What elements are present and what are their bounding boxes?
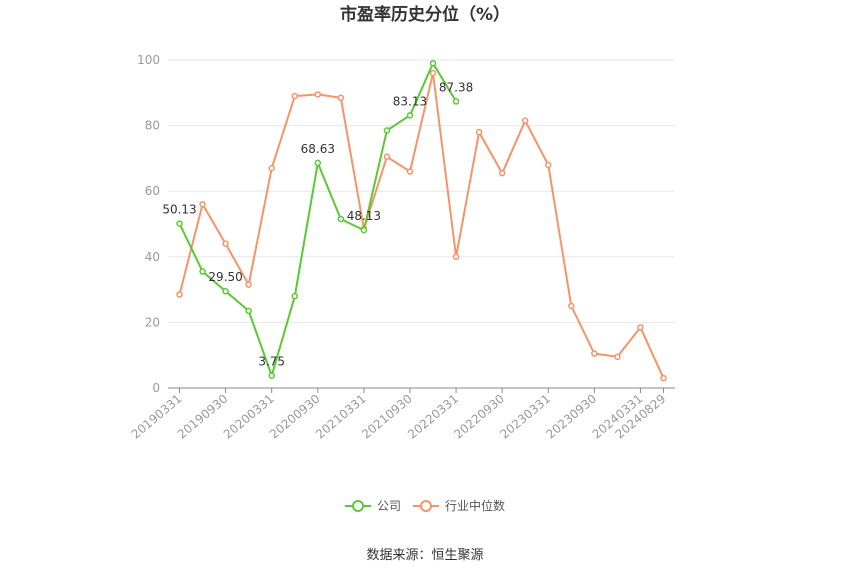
data-point[interactable] [475,128,483,136]
y-axis: 0 20 40 60 80 100 [137,53,160,395]
data-point[interactable] [291,292,298,300]
data-point[interactable] [222,287,229,295]
x-tick-label: 20190331 [129,392,185,442]
y-tick-label: 40 [145,250,160,264]
y-tick-label: 100 [137,53,160,67]
data-point[interactable] [314,159,322,167]
data-point[interactable] [429,60,437,67]
x-tick-label: 20210930 [359,392,415,442]
data-label: 83.13 [393,94,427,108]
data-point[interactable] [637,324,644,331]
data-label: 29.50 [208,270,242,284]
data-point[interactable] [176,220,183,227]
data-point[interactable] [406,168,414,175]
data-point[interactable] [614,353,621,361]
grid-lines [168,59,675,323]
x-tick-label: 20220930 [451,392,507,442]
data-point[interactable] [591,350,598,357]
data-point[interactable] [199,201,206,208]
data-point[interactable] [498,169,506,177]
legend[interactable]: 公司 行业中位数 [345,498,505,513]
series-line-1 [178,72,665,379]
source-note: 数据来源：恒生聚源 [366,548,483,563]
x-tick-label: 20230930 [543,392,599,442]
data-labels: 50.13 29.50 3.75 68.63 48.13 83.13 87.38 [162,80,473,368]
x-tick-label: 20210331 [313,392,369,442]
y-tick-label: 0 [152,381,160,395]
data-label: 48.13 [347,209,381,223]
legend-label: 行业中位数 [445,498,505,513]
series-group [176,60,667,382]
x-tick-label: 20220331 [405,392,461,442]
y-tick-label: 80 [145,119,160,133]
data-point[interactable] [268,372,275,379]
series-line-0 [178,62,457,377]
data-point[interactable] [545,161,552,169]
data-label: 87.38 [439,80,473,94]
data-point[interactable] [337,94,345,101]
data-label: 68.63 [301,142,335,156]
y-tick-label: 20 [145,315,160,329]
x-tick-label: 20230331 [497,392,553,442]
data-point[interactable] [452,253,460,261]
chart-title: 市盈率历史分位（%） [340,4,510,25]
data-point[interactable] [222,240,229,247]
data-point[interactable] [199,268,206,275]
data-point[interactable] [452,98,460,105]
data-point[interactable] [245,307,252,315]
legend-item-1[interactable]: 行业中位数 [413,498,505,513]
data-label: 50.13 [162,203,196,217]
data-point[interactable] [314,91,322,98]
x-tick-label: 20200331 [221,392,277,442]
data-point[interactable] [568,302,575,310]
data-label: 3.75 [258,355,285,369]
data-point[interactable] [245,281,252,288]
legend-label: 公司 [377,499,401,513]
data-point[interactable] [521,117,529,124]
data-point[interactable] [429,69,437,77]
y-tick-label: 60 [145,184,160,198]
data-point[interactable] [406,112,414,119]
x-tick-label: 20200930 [267,392,323,442]
x-tick-label: 20190930 [175,392,231,442]
data-point[interactable] [660,374,667,382]
data-point[interactable] [176,291,183,298]
data-point[interactable] [268,164,275,172]
data-point[interactable] [291,92,298,100]
x-axis: 2019033120190930202003312020093020210331… [129,387,675,442]
data-point[interactable] [383,153,391,161]
legend-item-0[interactable]: 公司 [345,499,401,513]
legend-marker [420,500,432,512]
data-point[interactable] [337,215,345,223]
legend-marker [352,500,364,512]
data-point[interactable] [360,226,368,234]
data-point[interactable] [383,127,391,134]
